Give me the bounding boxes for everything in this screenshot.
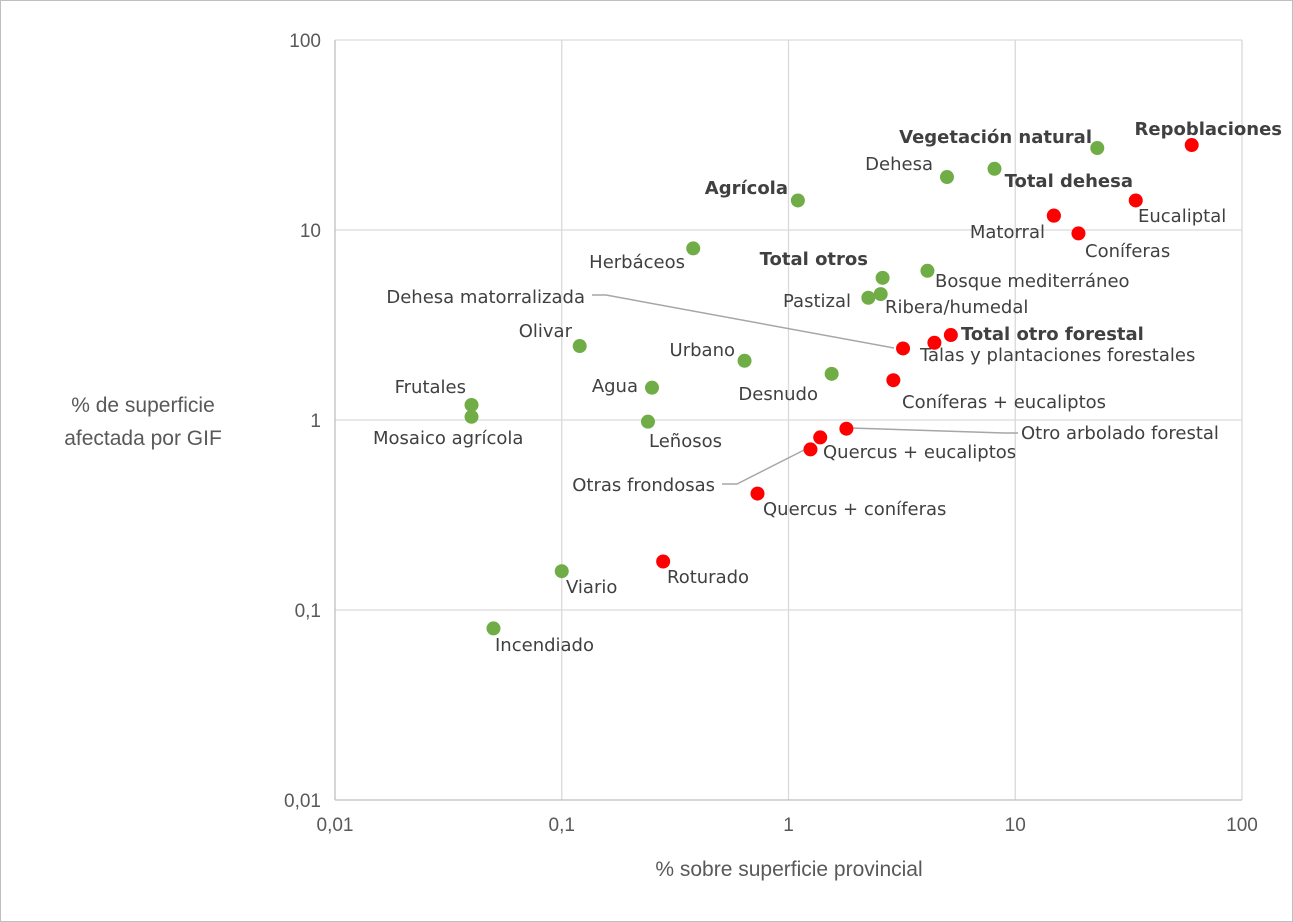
data-label: Talas y plantaciones forestales — [919, 345, 1195, 366]
data-label: Bosque mediterráneo — [935, 271, 1130, 292]
data-label: Ribera/humedal — [885, 297, 1028, 318]
leader-line — [722, 445, 813, 485]
data-label: Viario — [566, 577, 617, 598]
green-data-point — [737, 353, 752, 368]
green-data-point — [640, 414, 655, 429]
data-label: Otro arbolado forestal — [1021, 423, 1219, 444]
green-data-point — [1090, 141, 1105, 156]
y-tick-label: 1 — [310, 411, 321, 432]
y-tick-label: 0,01 — [284, 791, 321, 812]
data-label: Coníferas + eucaliptos — [902, 392, 1106, 413]
red-data-point — [1128, 193, 1143, 208]
x-tick-label: 100 — [1226, 815, 1258, 836]
y-tick-label: 10 — [300, 221, 321, 242]
red-data-point — [839, 421, 854, 436]
green-data-point — [686, 241, 701, 256]
data-label: Coníferas — [1085, 241, 1170, 262]
red-data-point — [1184, 138, 1199, 153]
point-labels: Vegetación natural Dehesa Agrícola Herbáceo… — [373, 119, 1282, 656]
leader-lines — [592, 294, 1018, 485]
green-data-point — [987, 161, 1002, 176]
x-tick-label: 0,1 — [549, 815, 575, 836]
red-data-point — [803, 442, 818, 457]
x-tick-label: 10 — [1005, 815, 1026, 836]
data-label: Desnudo — [738, 384, 818, 405]
y-tick-label: 100 — [289, 31, 321, 52]
data-label: Agua — [592, 376, 638, 397]
x-tick-label: 0,01 — [317, 815, 354, 836]
green-data-point — [464, 397, 479, 412]
red-data-point — [1046, 208, 1061, 223]
data-label: Mosaico agrícola — [373, 428, 523, 449]
green-data-point — [939, 170, 954, 185]
data-label: Agrícola — [705, 178, 788, 199]
data-label: Eucaliptal — [1138, 206, 1226, 227]
y-axis-title-line-2: afectada por GIF — [64, 427, 222, 450]
data-label: Total otro forestal — [961, 324, 1144, 345]
axes: 0,01 0,1 1 10 100 0,01 0,1 1 10 100 — [284, 31, 1258, 836]
red-data-point — [927, 335, 942, 350]
green-data-point — [920, 263, 935, 278]
red-data-point — [896, 341, 911, 356]
red-data-point — [1071, 226, 1086, 241]
data-label: Total otros — [760, 249, 868, 270]
data-label: Quercus + eucaliptos — [823, 442, 1016, 463]
data-label: Otras frondosas — [572, 475, 715, 496]
y-axis-title-line-1: % de superficie — [71, 394, 215, 417]
green-data-point — [486, 621, 501, 636]
red-data-point — [656, 554, 671, 569]
data-label: Roturado — [667, 567, 749, 588]
data-label: Olivar — [519, 321, 573, 342]
green-data-point — [875, 270, 890, 285]
data-points — [464, 138, 1199, 636]
leader-line — [592, 294, 895, 349]
green-data-point — [554, 564, 569, 579]
red-data-point — [943, 328, 958, 343]
data-label: Repoblaciones — [1135, 119, 1282, 140]
x-axis-title: % sobre superficie provincial — [655, 858, 922, 881]
data-label: Pastizal — [783, 291, 851, 312]
data-label: Vegetación natural — [899, 127, 1092, 148]
y-tick-label: 0,1 — [295, 601, 321, 622]
data-label: Incendiado — [495, 635, 594, 656]
green-data-point — [873, 287, 888, 302]
data-label: Total dehesa — [1005, 171, 1133, 192]
data-label: Quercus + coníferas — [763, 499, 946, 520]
data-label: Dehesa — [865, 154, 933, 175]
green-data-point — [861, 290, 876, 305]
data-label: Leñosos — [649, 431, 722, 452]
gridlines — [335, 39, 1243, 800]
green-data-point — [464, 409, 479, 424]
leader-line — [849, 427, 1018, 434]
green-data-point — [824, 366, 839, 381]
green-data-point — [790, 193, 805, 208]
data-label: Urbano — [670, 340, 735, 361]
green-data-point — [644, 380, 659, 395]
data-label: Herbáceos — [589, 252, 685, 273]
x-tick-label: 1 — [783, 815, 794, 836]
green-data-point — [572, 339, 587, 354]
data-label: Matorral — [970, 222, 1045, 243]
data-label: Frutales — [395, 377, 466, 398]
red-data-point — [813, 430, 828, 445]
red-data-point — [886, 373, 901, 388]
data-label: Dehesa matorralizada — [386, 287, 585, 308]
red-data-point — [750, 486, 765, 501]
